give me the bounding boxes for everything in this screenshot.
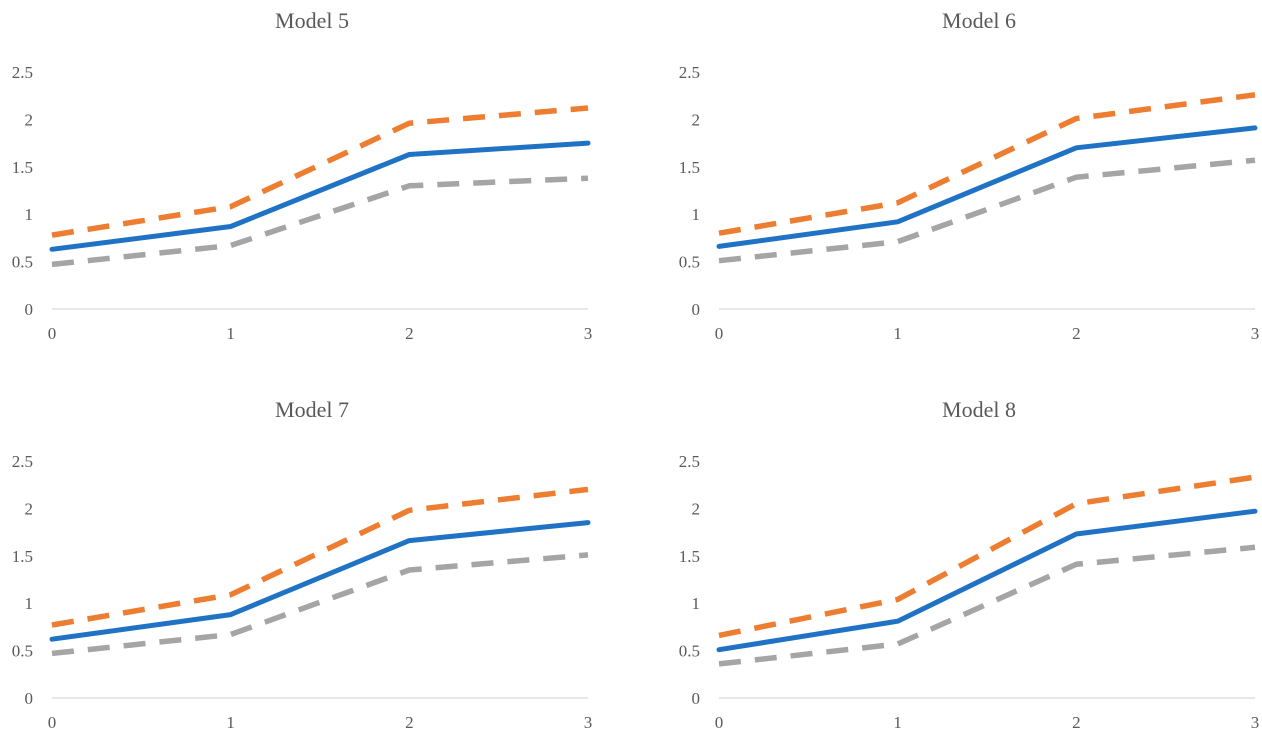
y-tick-label: 1 (25, 205, 34, 224)
y-tick-label: 2.5 (679, 63, 700, 82)
y-tick-label: 1 (692, 205, 701, 224)
series-line-3 (718, 157, 1256, 264)
y-tick-label: 0.5 (12, 253, 33, 272)
y-tick-label: 2 (692, 110, 701, 129)
y-tick-label: 1 (692, 594, 701, 613)
chart-svg: Model 6 0 0.5 1 1.5 2 2.5 0 1 2 3 (679, 8, 1260, 343)
x-tick-label: 0 (715, 713, 724, 732)
y-tick-label: 1 (25, 594, 34, 613)
x-tick-label: 2 (405, 713, 414, 732)
y-tick-label: 0 (692, 689, 701, 708)
series-line-3 (51, 175, 589, 268)
y-tick-label: 2 (25, 110, 34, 129)
series-line-1 (718, 92, 1256, 236)
x-tick-label: 1 (226, 713, 235, 732)
series-line-1 (51, 105, 589, 238)
chart-panel-4: Model 8 0 0.5 1 1.5 2 2.5 0 1 2 3 (667, 389, 1262, 754)
chart-title: Model 6 (942, 8, 1016, 33)
chart-svg: Model 7 0 0.5 1 1.5 2 2.5 0 1 2 3 (12, 397, 593, 732)
x-tick-label: 2 (1072, 324, 1081, 343)
y-tick-label: 0 (25, 300, 34, 319)
y-tick-label: 1.5 (679, 547, 700, 566)
chart-panel-2: Model 6 0 0.5 1 1.5 2 2.5 0 1 2 3 (667, 0, 1262, 365)
x-tick-label: 0 (48, 324, 57, 343)
y-tick-label: 0.5 (679, 642, 700, 661)
x-tick-label: 2 (405, 324, 414, 343)
x-tick-label: 3 (1251, 713, 1260, 732)
chart-svg: Model 5 0 0.5 1 1.5 2 2.5 0 1 2 3 (12, 8, 593, 343)
chart-grid: Model 5 0 0.5 1 1.5 2 2.5 0 1 2 3 Model 6 0 0.5 1 1.5 2 2… (0, 0, 1262, 732)
y-tick-label: 0 (25, 689, 34, 708)
y-tick-label: 0.5 (679, 253, 700, 272)
series-line-3 (51, 552, 589, 657)
y-tick-label: 2.5 (12, 63, 33, 82)
x-tick-label: 0 (715, 324, 724, 343)
x-tick-label: 1 (226, 324, 235, 343)
y-tick-label: 0.5 (12, 642, 33, 661)
x-tick-label: 0 (48, 713, 57, 732)
series-line-2 (716, 508, 1258, 653)
chart-title: Model 5 (275, 8, 349, 33)
x-tick-label: 3 (584, 324, 593, 343)
series-line-2 (49, 140, 591, 252)
x-tick-label: 3 (584, 713, 593, 732)
x-tick-label: 1 (893, 324, 902, 343)
y-tick-label: 1.5 (12, 547, 33, 566)
y-tick-label: 0 (692, 300, 701, 319)
chart-title: Model 8 (942, 397, 1016, 422)
x-tick-label: 3 (1251, 324, 1260, 343)
y-tick-label: 1.5 (12, 158, 33, 177)
y-tick-label: 2.5 (12, 452, 33, 471)
chart-panel-3: Model 7 0 0.5 1 1.5 2 2.5 0 1 2 3 (0, 389, 631, 754)
series-line-2 (716, 125, 1258, 249)
y-tick-label: 2.5 (679, 452, 700, 471)
y-tick-label: 2 (25, 499, 34, 518)
y-tick-label: 1.5 (679, 158, 700, 177)
chart-svg: Model 8 0 0.5 1 1.5 2 2.5 0 1 2 3 (679, 397, 1260, 732)
chart-title: Model 7 (275, 397, 349, 422)
series-line-3 (718, 544, 1256, 667)
x-tick-label: 1 (893, 713, 902, 732)
y-tick-label: 2 (692, 499, 701, 518)
chart-panel-1: Model 5 0 0.5 1 1.5 2 2.5 0 1 2 3 (0, 0, 631, 365)
x-tick-label: 2 (1072, 713, 1081, 732)
series-line-1 (51, 486, 589, 628)
series-line-1 (718, 474, 1256, 639)
series-line-2 (49, 520, 591, 642)
